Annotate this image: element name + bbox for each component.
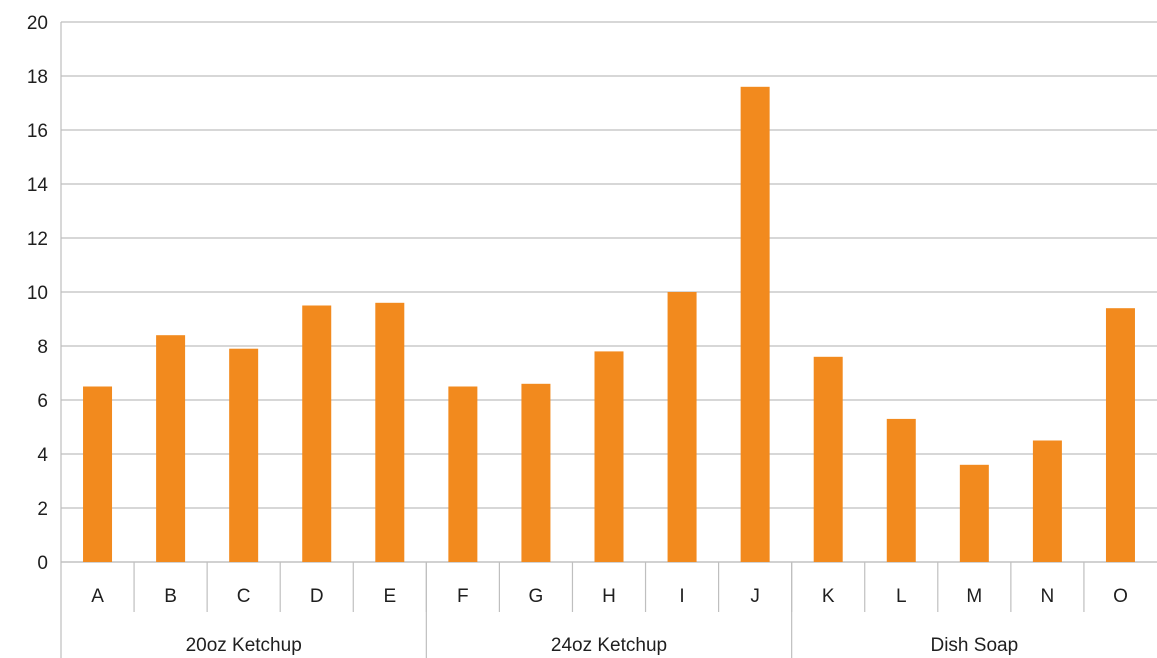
- bar-C: [229, 348, 259, 562]
- bar-M: [959, 464, 989, 562]
- bar-O: [1105, 308, 1135, 562]
- category-label: M: [966, 586, 982, 607]
- bars: [83, 86, 1135, 563]
- y-tick-label: 18: [27, 67, 48, 88]
- bar-J: [740, 86, 770, 563]
- y-tick-label: 4: [37, 445, 48, 466]
- group-labels: 20oz Ketchup 24oz Ketchup Dish Soap: [186, 635, 1019, 656]
- bar-B: [156, 335, 186, 562]
- bar-G: [521, 383, 551, 562]
- category-label: L: [896, 586, 907, 607]
- bar-H: [594, 351, 624, 562]
- y-tick-label: 12: [27, 229, 48, 250]
- y-tick-label: 0: [37, 553, 48, 574]
- category-label: O: [1113, 586, 1128, 607]
- y-tick-label: 6: [37, 391, 48, 412]
- category-label: I: [679, 586, 684, 607]
- category-label: G: [529, 586, 544, 607]
- group-label: 24oz Ketchup: [551, 635, 667, 656]
- y-axis-ticks: 0 2 4 6 8 10 12 14 16 18 20: [27, 13, 49, 574]
- category-label: C: [237, 586, 251, 607]
- y-tick-label: 14: [27, 175, 49, 196]
- bar-E: [375, 302, 405, 562]
- category-label: D: [310, 586, 324, 607]
- category-label: B: [164, 586, 177, 607]
- bar-N: [1032, 440, 1062, 562]
- bar-D: [302, 305, 332, 562]
- category-label: E: [383, 586, 396, 607]
- category-label: N: [1041, 586, 1055, 607]
- axes: [60, 22, 1157, 658]
- group-label: Dish Soap: [930, 635, 1018, 656]
- y-tick-label: 20: [27, 13, 48, 34]
- y-tick-label: 8: [37, 337, 48, 358]
- category-label: F: [457, 586, 469, 607]
- bar-F: [448, 386, 478, 562]
- category-labels: A B C D E F G H I J K L M N O: [91, 586, 1128, 607]
- bar-K: [813, 356, 843, 562]
- y-tick-label: 2: [37, 499, 48, 520]
- y-tick-label: 10: [27, 283, 48, 304]
- bar-I: [667, 292, 697, 562]
- y-tick-label: 16: [27, 121, 48, 142]
- group-label: 20oz Ketchup: [186, 635, 302, 656]
- bar-L: [886, 418, 916, 562]
- category-label: A: [91, 586, 104, 607]
- bar-A: [83, 386, 113, 562]
- category-label: K: [822, 586, 835, 607]
- category-label: J: [750, 586, 760, 607]
- category-label: H: [602, 586, 616, 607]
